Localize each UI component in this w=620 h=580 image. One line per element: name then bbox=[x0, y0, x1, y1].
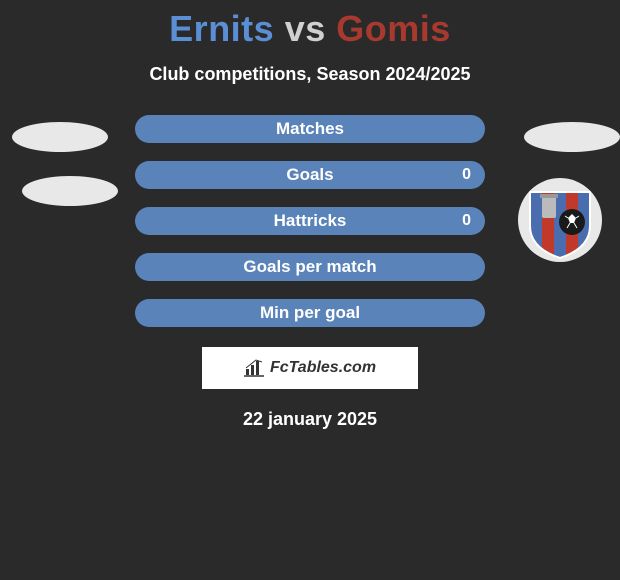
stat-label: Min per goal bbox=[260, 303, 360, 323]
page-title: Ernits vs Gomis bbox=[0, 8, 620, 50]
club-crest-icon bbox=[518, 178, 602, 262]
header: Ernits vs Gomis Club competitions, Seaso… bbox=[0, 0, 620, 85]
player1-blob-bottom bbox=[22, 176, 118, 206]
fctables-label: FcTables.com bbox=[270, 359, 376, 377]
stat-label: Hattricks bbox=[274, 211, 347, 231]
stat-label: Goals per match bbox=[243, 257, 376, 277]
fctables-attribution: FcTables.com bbox=[202, 347, 418, 389]
stat-right-value: 0 bbox=[462, 212, 471, 230]
stat-row-matches: Matches bbox=[135, 115, 485, 143]
stat-row-hattricks: Hattricks 0 bbox=[135, 207, 485, 235]
player1-name: Ernits bbox=[169, 8, 274, 49]
player1-blob-top bbox=[12, 122, 108, 152]
stat-row-min-per-goal: Min per goal bbox=[135, 299, 485, 327]
stat-row-goals-per-match: Goals per match bbox=[135, 253, 485, 281]
stat-label: Goals bbox=[286, 165, 333, 185]
stat-row-goals: Goals 0 bbox=[135, 161, 485, 189]
stat-label: Matches bbox=[276, 119, 344, 139]
player2-blob-top bbox=[524, 122, 620, 152]
date-text: 22 january 2025 bbox=[0, 409, 620, 430]
stat-right-value: 0 bbox=[462, 166, 471, 184]
player2-name: Gomis bbox=[336, 8, 451, 49]
club-badge bbox=[518, 178, 602, 262]
vs-text: vs bbox=[285, 8, 326, 49]
subtitle: Club competitions, Season 2024/2025 bbox=[0, 64, 620, 85]
chart-bars-icon bbox=[244, 359, 266, 377]
